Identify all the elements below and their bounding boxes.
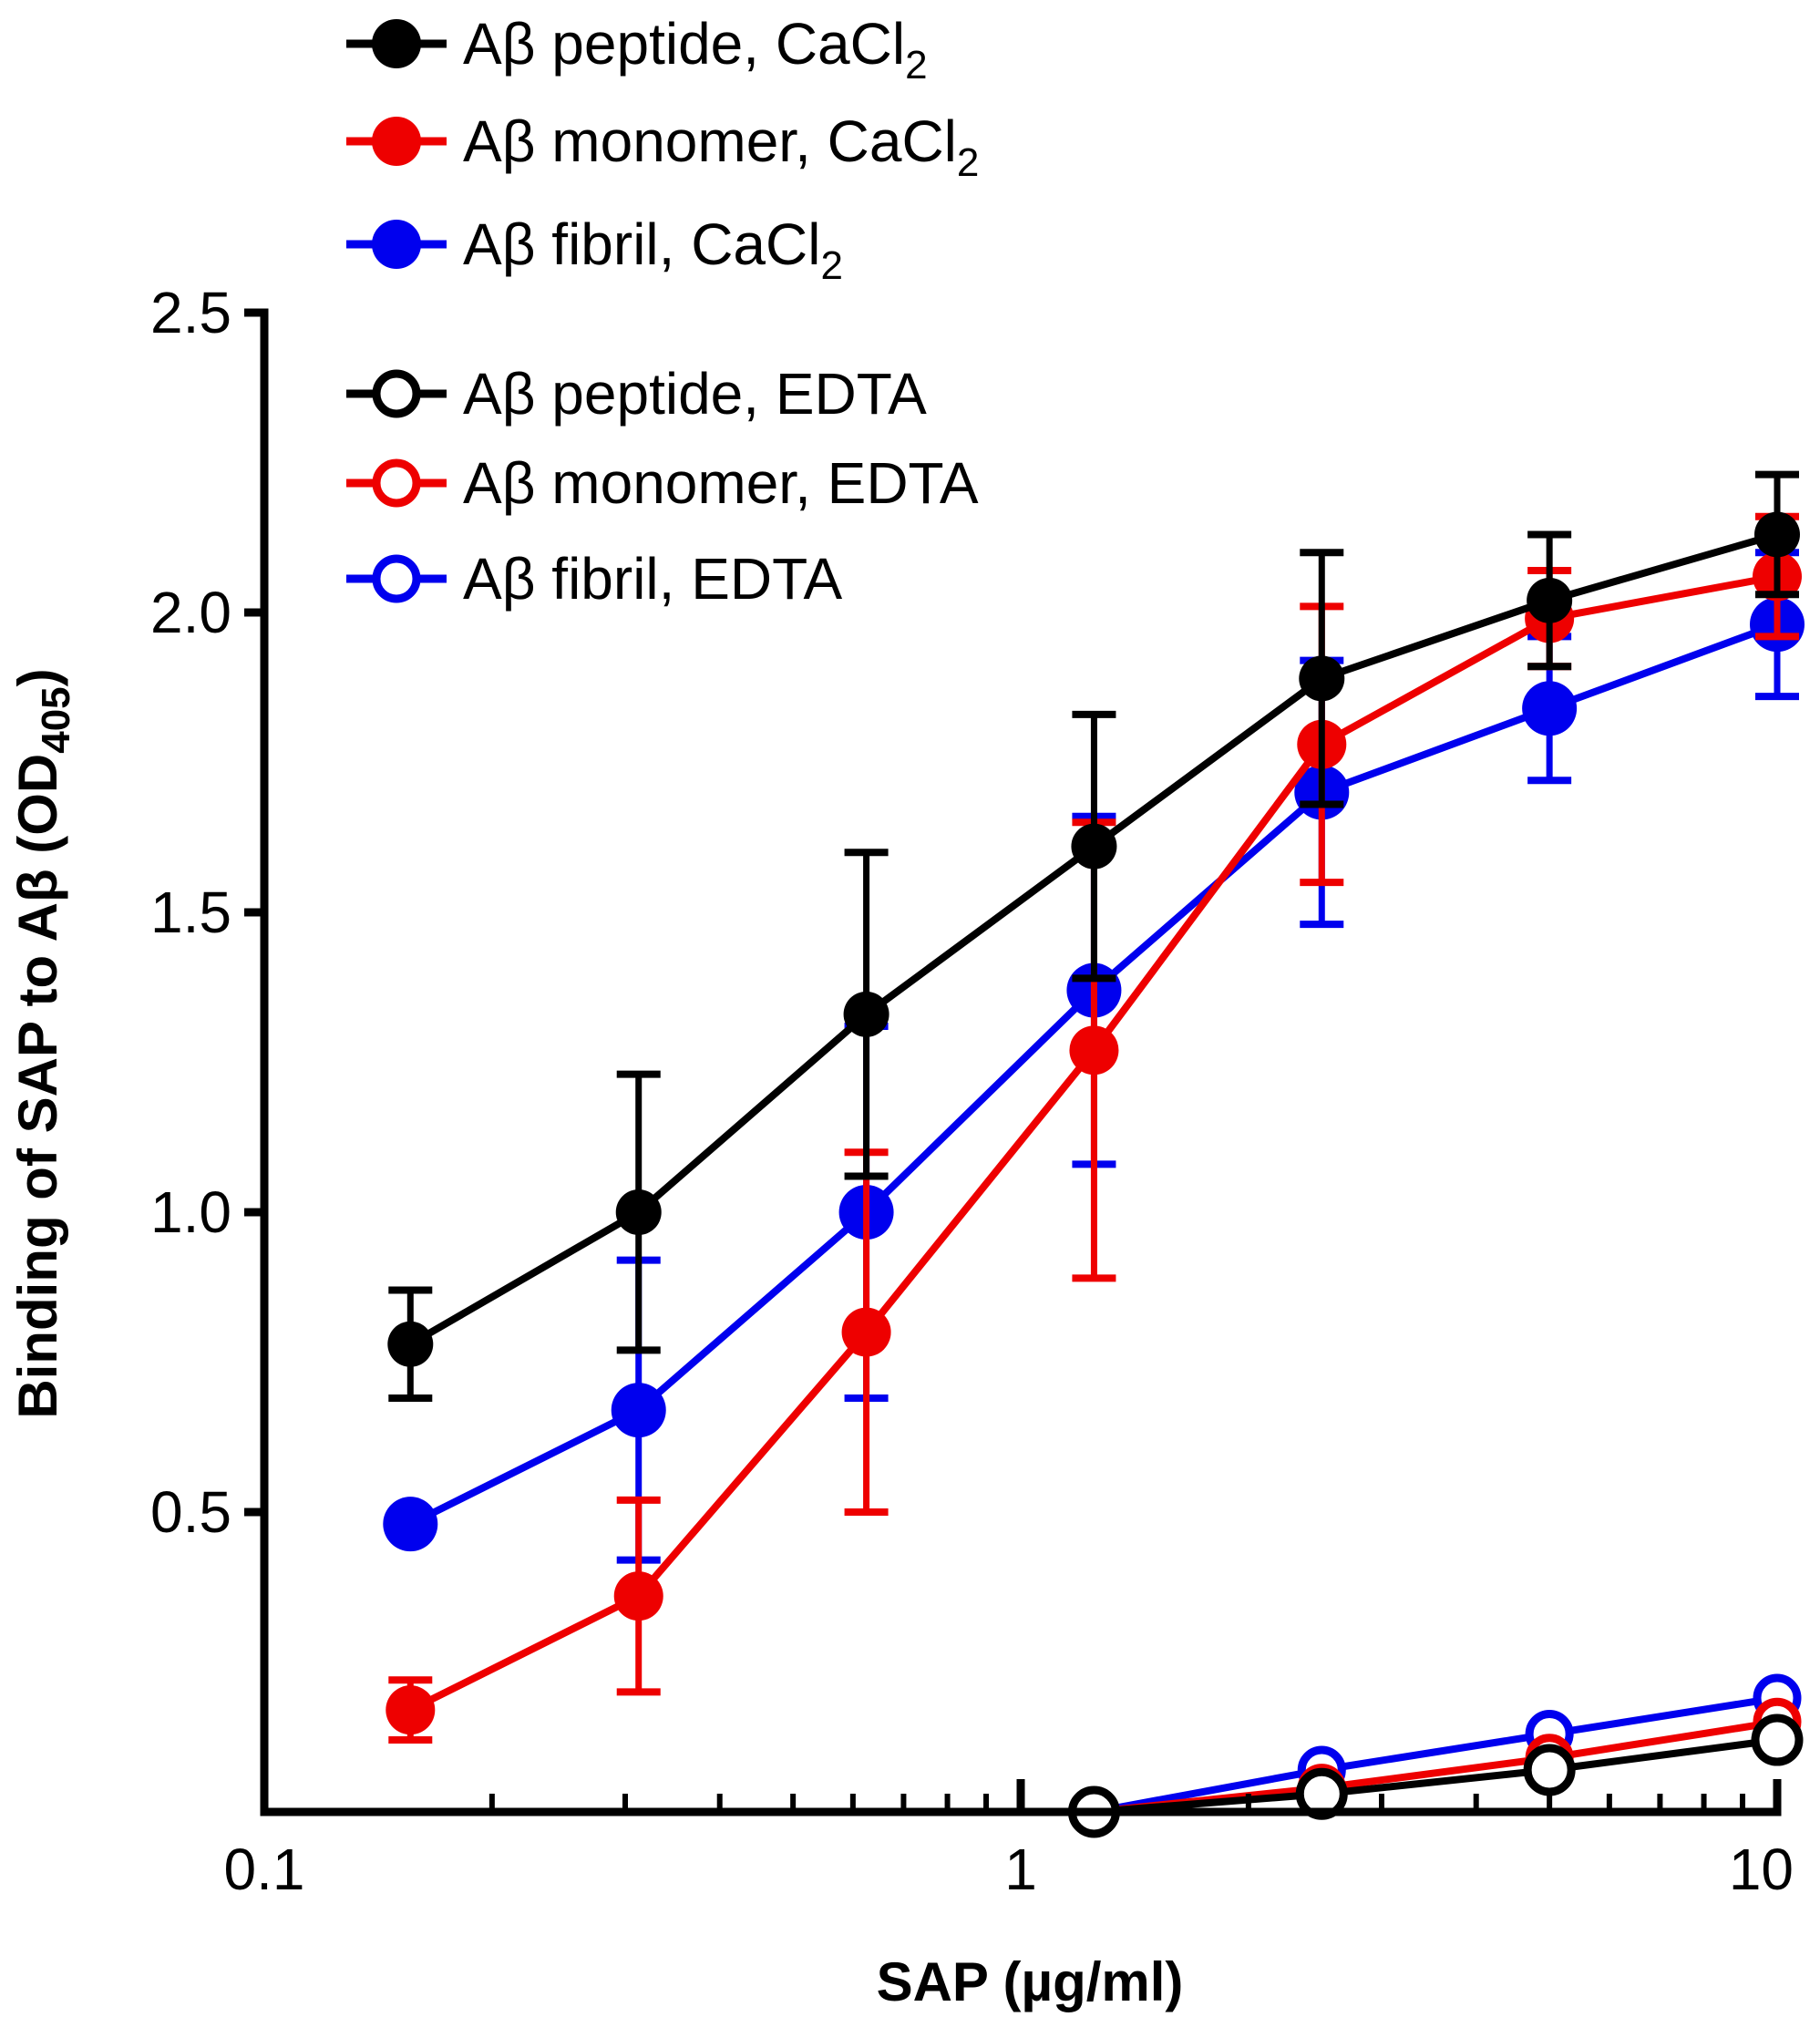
data-point (611, 1383, 666, 1438)
legend-marker (372, 117, 421, 166)
data-point (1754, 511, 1800, 558)
data-point (386, 1685, 436, 1735)
data-point (613, 1571, 663, 1621)
legend-label: Aβ fibril, EDTA (463, 546, 842, 612)
data-point (1523, 1744, 1576, 1796)
legend-item: Aβ peptide, EDTA (346, 361, 927, 427)
data-point (1527, 577, 1573, 623)
y-tick-label: 0.5 (150, 1479, 231, 1545)
legend-item: Aβ monomer, EDTA (346, 450, 979, 516)
data-point (1751, 1713, 1804, 1766)
axes-group: 0.5 1.0 1.5 2.0 2.5 0.1 1 10 (150, 280, 1794, 1902)
legend-label: Aβ fibril, CaCl2 (463, 211, 843, 288)
series-line (1093, 1694, 1778, 1816)
x-axis-title: SAP (µg/ml) (877, 1951, 1184, 2012)
legend-marker (372, 369, 421, 418)
legend-marker (372, 458, 421, 508)
legend: Aβ peptide, CaCl2 Aβ monomer, CaCl2 Aβ fib… (346, 11, 979, 612)
data-point (383, 1497, 438, 1552)
legend-label: Aβ peptide, EDTA (463, 361, 927, 427)
series-line (1093, 1718, 1778, 1816)
legend-item: Aβ fibril, CaCl2 (346, 211, 843, 288)
data-point (841, 1307, 891, 1357)
data-point (387, 1321, 434, 1367)
legend-marker (372, 554, 421, 603)
legend-marker (372, 220, 421, 269)
legend-marker (372, 19, 421, 68)
data-point (1071, 823, 1117, 870)
legend-item: Aβ fibril, EDTA (346, 546, 842, 612)
y-tick-label: 2.5 (150, 280, 231, 345)
x-tick-label: 0.1 (224, 1837, 305, 1902)
series-2 (387, 470, 1800, 1402)
data-point (1069, 1025, 1119, 1075)
data-point (1299, 655, 1345, 702)
data-point (843, 991, 889, 1037)
y-tick-label: 1.0 (150, 1179, 231, 1245)
data-point (1522, 681, 1578, 736)
x-tick-label: 1 (1004, 1837, 1037, 1902)
data-point (615, 1189, 662, 1235)
legend-label: Aβ monomer, EDTA (463, 450, 979, 516)
legend-label: Aβ monomer, CaCl2 (463, 108, 979, 185)
series-1 (386, 512, 1802, 1744)
x-tick-label: 10 (1729, 1837, 1794, 1902)
y-axis-title: Binding of SAP to Aβ (OD405) (7, 668, 78, 1418)
y-tick-label: 1.5 (150, 880, 231, 945)
series-group (383, 470, 1805, 1838)
legend-item: Aβ peptide, CaCl2 (346, 11, 928, 87)
y-tick-label: 2.0 (150, 580, 231, 645)
series-line (1094, 1736, 1778, 1816)
legend-item: Aβ monomer, CaCl2 (346, 108, 979, 185)
legend-label: Aβ peptide, CaCl2 (463, 11, 928, 87)
